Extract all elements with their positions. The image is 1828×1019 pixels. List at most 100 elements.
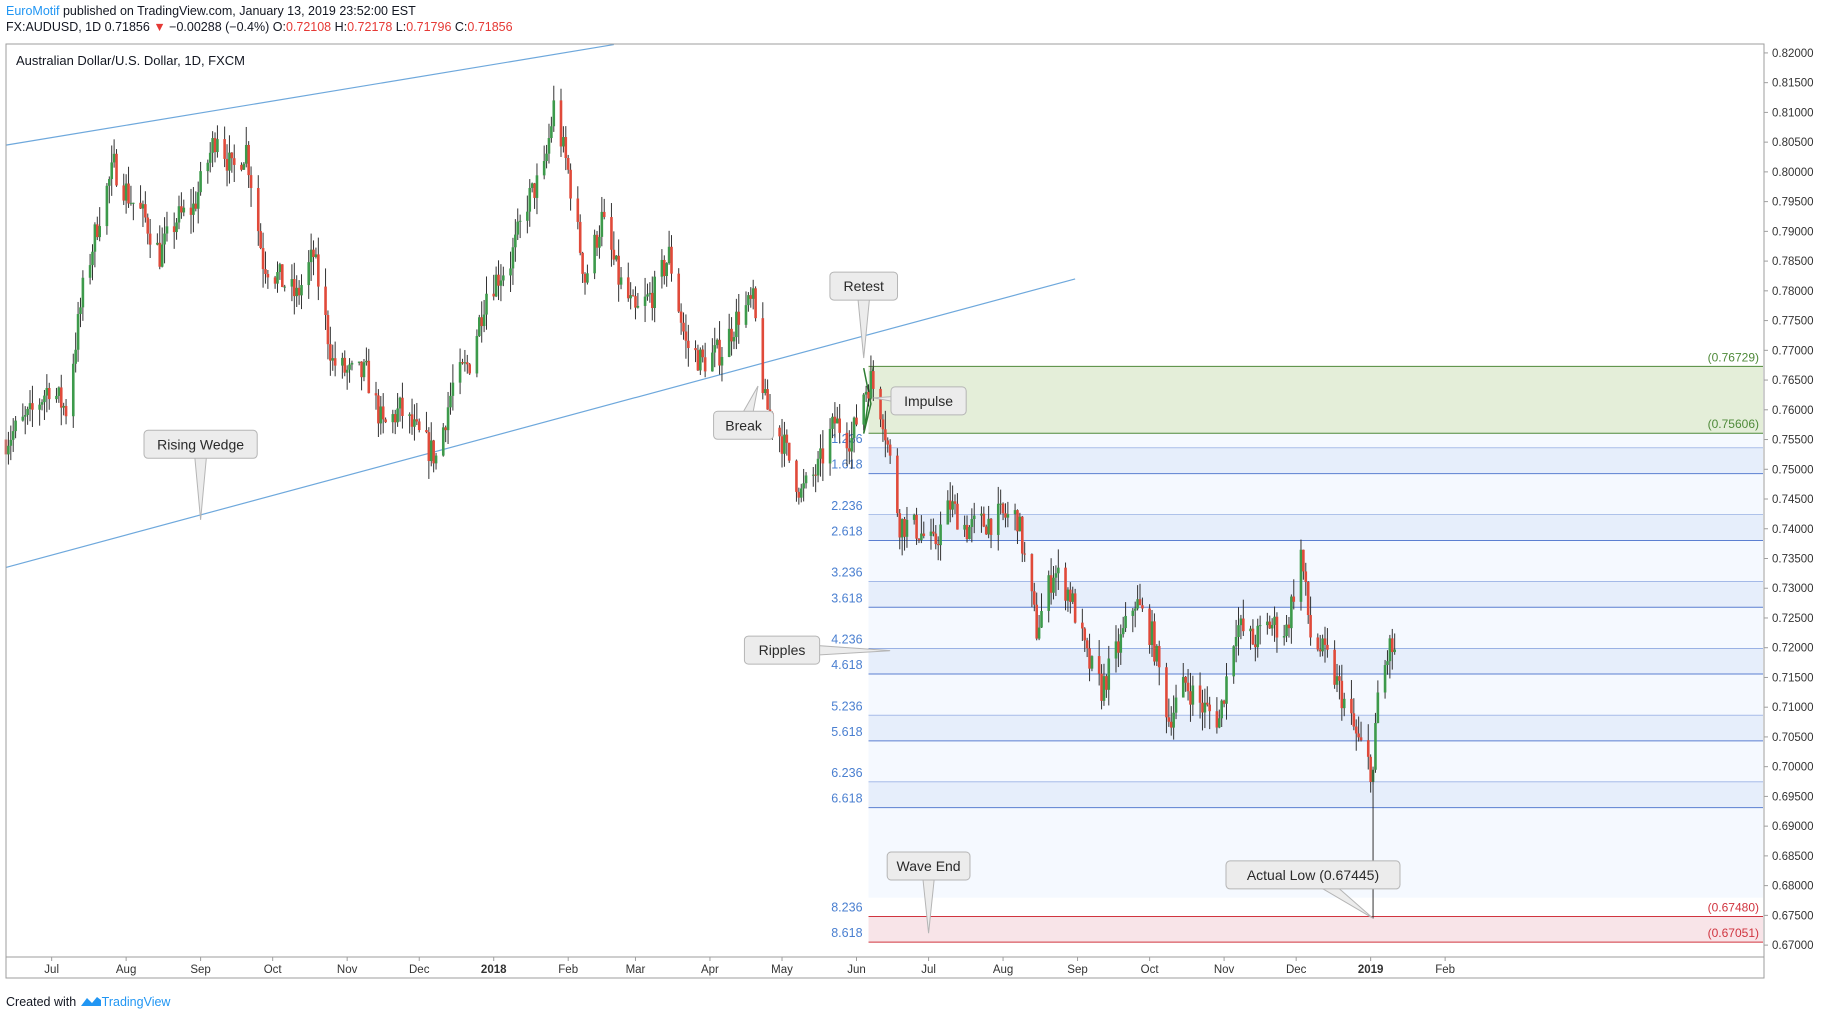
change-value: −0.00288 (−0.4%) xyxy=(169,20,270,34)
candle-up xyxy=(920,533,923,541)
x-tick-label: Jul xyxy=(921,964,936,976)
candle-up xyxy=(763,389,767,394)
candle-up xyxy=(629,295,632,299)
x-tick-label: 2018 xyxy=(481,964,507,976)
candle-down xyxy=(333,358,337,366)
candle-up xyxy=(124,183,128,201)
candle-up xyxy=(852,417,856,439)
x-tick-label: Sep xyxy=(1067,964,1087,976)
candle-up xyxy=(365,360,368,363)
candle-up xyxy=(163,233,166,245)
candle-down xyxy=(566,157,570,170)
y-tick-label: 0.70000 xyxy=(1772,762,1814,774)
x-tick-label: May xyxy=(771,964,793,976)
candle-down xyxy=(249,175,253,189)
candle-down xyxy=(948,500,952,510)
candle-up xyxy=(1237,625,1240,637)
candle-down xyxy=(139,202,142,209)
candle-down xyxy=(324,286,327,315)
candle-up xyxy=(1066,589,1070,601)
candle-up xyxy=(23,415,27,417)
wedge-lower-line xyxy=(5,278,1076,568)
candle-up xyxy=(643,296,647,306)
candle-down xyxy=(1097,656,1101,674)
candle-down xyxy=(367,360,371,394)
candle-up xyxy=(88,265,92,278)
candle-up xyxy=(283,286,286,288)
candle-up xyxy=(228,152,231,171)
candle-up xyxy=(398,397,402,409)
candle-up xyxy=(980,513,983,516)
candle-up xyxy=(1203,702,1207,713)
candle-down xyxy=(343,357,347,373)
candle-up xyxy=(57,387,61,396)
candle-down xyxy=(867,391,870,399)
candle-down xyxy=(223,139,226,159)
candle-down xyxy=(847,448,851,452)
candle-down xyxy=(845,432,849,449)
candle-down xyxy=(898,513,902,538)
y-tick-label: 0.82000 xyxy=(1772,48,1814,60)
candle-down xyxy=(1184,676,1187,683)
candle-up xyxy=(1273,616,1276,625)
fib-band xyxy=(868,448,1763,474)
candle-up xyxy=(362,362,366,378)
author-link[interactable]: EuroMotif xyxy=(6,4,60,18)
candle-down xyxy=(578,221,582,253)
candle-up xyxy=(1124,615,1127,629)
tradingview-link[interactable]: TradingView xyxy=(101,995,171,1009)
annotation: Retest xyxy=(829,271,899,359)
candle-up xyxy=(1393,649,1396,653)
published-text: published on TradingView.com, January 13… xyxy=(59,4,416,18)
candle-down xyxy=(766,389,769,410)
candle-down xyxy=(1205,702,1209,705)
y-tick-label: 0.69500 xyxy=(1772,791,1814,803)
candle-down xyxy=(965,524,969,540)
candle-up xyxy=(38,404,41,410)
candle-up xyxy=(40,402,44,405)
candle-down xyxy=(1333,649,1336,685)
candle-up xyxy=(1150,621,1154,645)
candle-down xyxy=(384,419,387,423)
candle-up xyxy=(1342,698,1346,709)
candle-up xyxy=(81,277,85,308)
candle-down xyxy=(1287,624,1291,629)
candle-down xyxy=(230,152,234,159)
close-value: 0.71856 xyxy=(467,20,513,34)
candle-up xyxy=(747,295,750,306)
annotation-text: Break xyxy=(725,417,763,433)
candle-up xyxy=(216,139,219,153)
x-tick-label: Feb xyxy=(1435,964,1455,976)
candle-down xyxy=(576,198,580,222)
candle-down xyxy=(785,434,789,443)
candle-down xyxy=(559,100,563,147)
impulse-top-label: (0.76729) xyxy=(1708,350,1759,364)
candle-up xyxy=(869,371,873,399)
annotation-text: Wave End xyxy=(897,858,961,874)
y-tick-label: 0.80000 xyxy=(1772,167,1814,179)
candle-down xyxy=(127,183,130,204)
open-value: 0.72108 xyxy=(285,20,332,34)
candle-up xyxy=(804,475,808,484)
candle-up xyxy=(110,162,114,180)
candle-down xyxy=(480,317,484,327)
candle-up xyxy=(530,183,534,188)
candle-up xyxy=(518,220,522,222)
candle-up xyxy=(26,408,29,416)
candle-up xyxy=(912,514,916,520)
candle-up xyxy=(429,440,433,462)
candle-up xyxy=(307,262,311,286)
candle-down xyxy=(936,544,940,546)
annotation-box xyxy=(743,635,821,665)
candle-up xyxy=(62,405,65,408)
candle-up xyxy=(244,144,248,164)
target-top-label: (0.67480) xyxy=(1708,901,1759,915)
fib-level-label: 2.236 xyxy=(831,499,862,513)
fib-level-label: 6.618 xyxy=(831,792,862,806)
x-tick-label: Mar xyxy=(626,964,646,976)
candle-up xyxy=(987,518,990,535)
candle-up xyxy=(391,414,395,423)
candle-down xyxy=(564,137,568,158)
y-tick-label: 0.67000 xyxy=(1772,940,1814,952)
